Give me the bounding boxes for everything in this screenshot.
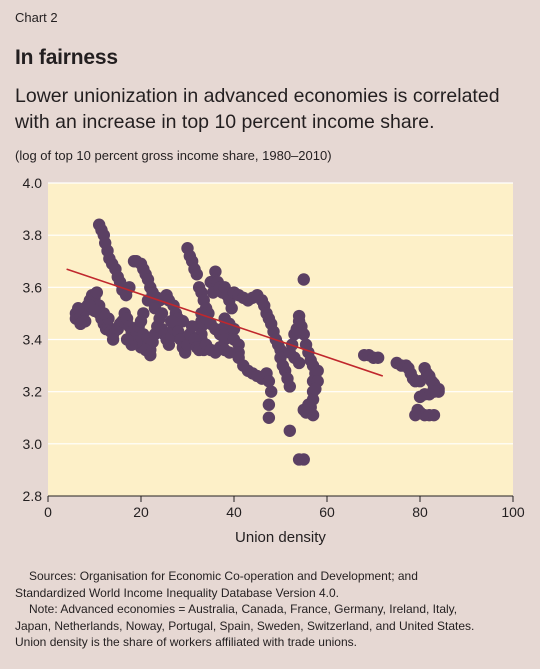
scatter-chart: 2.8 3.0 3.2 3.4 3.6 3.8 4.0 0 20 40 60 80 100 Union … xyxy=(23,175,525,546)
chart-units-note: (log of top 10 percent gross income shar… xyxy=(15,148,332,163)
x-axis-label: Union density xyxy=(235,529,326,546)
data-point xyxy=(155,307,169,320)
chart-number: Chart 2 xyxy=(15,10,58,25)
data-point xyxy=(88,304,101,318)
y-tick-label: 3.0 xyxy=(23,436,43,452)
data-point xyxy=(409,408,422,422)
data-point xyxy=(309,382,322,396)
data-point xyxy=(371,351,385,364)
data-point xyxy=(137,307,150,320)
data-point xyxy=(297,453,310,466)
data-point xyxy=(283,424,296,437)
data-point xyxy=(292,315,306,328)
y-tick-label: 3.2 xyxy=(23,384,43,400)
sources-note: Sources: Organisation for Economic Co-op… xyxy=(15,568,530,651)
data-point xyxy=(311,364,324,377)
y-tick-label: 3.4 xyxy=(23,332,43,348)
data-point xyxy=(262,375,276,388)
note-line-1: Note: Advanced economies = Australia, Ca… xyxy=(29,602,458,616)
sources-line-2: Standardized World Income Inequality Dat… xyxy=(15,585,339,600)
data-point xyxy=(427,408,441,422)
x-tick-label: 20 xyxy=(133,504,149,520)
data-point xyxy=(262,398,276,411)
trend-line xyxy=(66,268,384,377)
data-point xyxy=(120,333,134,346)
data-point xyxy=(165,315,178,328)
y-tick-label: 2.8 xyxy=(23,488,43,504)
data-point xyxy=(123,281,136,294)
data-point xyxy=(90,286,104,299)
x-tick-label: 0 xyxy=(44,504,52,520)
data-point xyxy=(72,302,85,315)
x-tick-label: 40 xyxy=(226,504,242,520)
sources-line-1: Sources: Organisation for Economic Co-op… xyxy=(29,569,418,583)
data-point xyxy=(185,320,199,333)
x-tick-label: 60 xyxy=(319,504,335,520)
note-line-3: Union density is the share of workers af… xyxy=(15,635,357,649)
y-tick-label: 4.0 xyxy=(23,175,43,191)
data-point xyxy=(209,265,222,278)
data-point xyxy=(413,390,427,404)
y-tick-label: 3.6 xyxy=(23,279,43,295)
data-point xyxy=(297,273,310,286)
chart-subtitle: Lower unionization in advanced economies… xyxy=(15,85,500,133)
chart-title: In fairness xyxy=(15,46,118,69)
data-point xyxy=(292,356,306,370)
data-point xyxy=(225,302,238,315)
data-point xyxy=(74,317,87,331)
data-points xyxy=(69,218,445,466)
x-tick-label: 100 xyxy=(501,504,525,520)
data-point xyxy=(262,411,276,424)
data-point xyxy=(265,385,278,398)
note-line-2: Japan, Netherlands, Noway, Portugal, Spa… xyxy=(15,618,475,633)
data-point xyxy=(283,380,296,393)
y-tick-label: 3.8 xyxy=(23,227,43,243)
x-tick-label: 80 xyxy=(412,504,428,520)
data-point xyxy=(297,403,310,417)
data-point xyxy=(106,333,120,346)
data-point xyxy=(223,346,236,359)
axes: 2.8 3.0 3.2 3.4 3.6 3.8 4.0 0 20 40 60 80 100 xyxy=(23,175,525,520)
data-point xyxy=(190,268,203,281)
